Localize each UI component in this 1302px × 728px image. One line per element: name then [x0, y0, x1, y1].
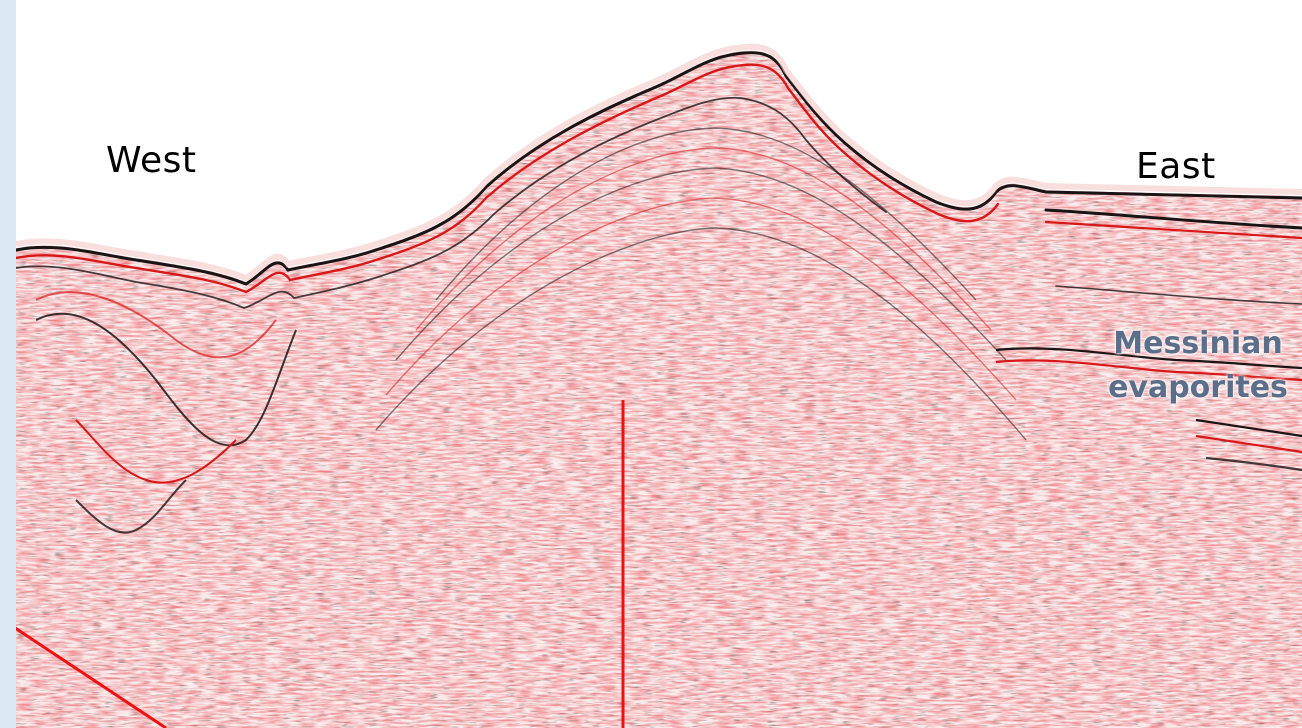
west-label: West: [106, 140, 197, 181]
seismic-section-frame: West East Messinian evaporites: [16, 0, 1302, 728]
annotation-line-2: evaporites: [1108, 370, 1288, 405]
annotation-line-1: Messinian: [1113, 326, 1283, 361]
east-label: East: [1136, 146, 1216, 187]
seismic-profile: [16, 43, 1302, 728]
messinian-evaporites-annotation: Messinian evaporites: [1098, 322, 1298, 410]
